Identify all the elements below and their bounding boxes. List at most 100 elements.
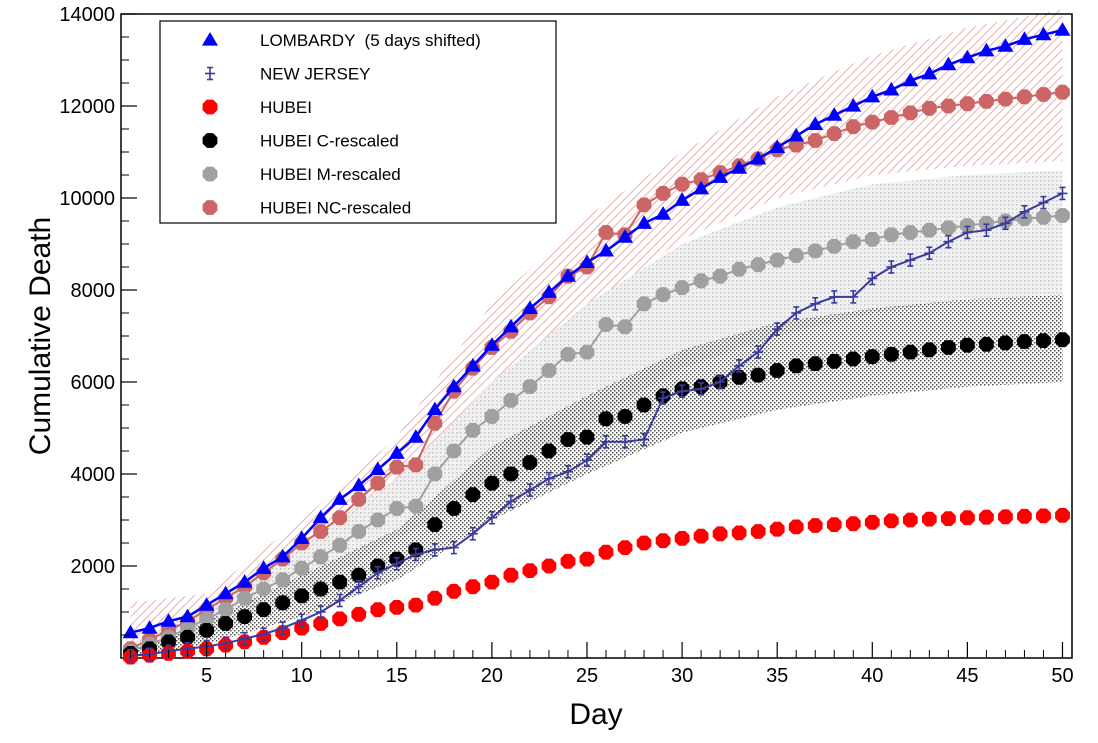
data-point	[845, 119, 861, 135]
data-point	[960, 96, 975, 112]
data-point	[807, 133, 823, 148]
data-point	[237, 590, 252, 606]
data-point	[696, 382, 707, 396]
data-point	[902, 225, 918, 240]
data-point	[218, 616, 233, 631]
data-point	[578, 254, 595, 268]
data-point	[296, 613, 307, 628]
data-point	[541, 443, 557, 459]
data-point	[465, 579, 481, 595]
data-point	[503, 567, 519, 583]
x-tick-label: 50	[1051, 665, 1073, 687]
data-point	[218, 602, 233, 618]
data-point	[617, 409, 633, 424]
data-point	[389, 501, 405, 516]
data-point	[769, 521, 785, 537]
data-point	[677, 384, 688, 399]
data-point	[294, 620, 310, 636]
data-point	[484, 409, 500, 424]
x-tick-label: 45	[956, 665, 978, 687]
data-point	[372, 566, 383, 580]
data-point	[731, 525, 747, 541]
y-tick-label: 4000	[71, 464, 116, 486]
data-point	[807, 116, 824, 130]
data-point	[1019, 205, 1030, 219]
data-point	[807, 518, 823, 533]
data-point	[161, 634, 176, 650]
data-point	[601, 434, 612, 449]
data-point	[960, 218, 975, 233]
x-tick-label: 10	[291, 665, 313, 687]
data-point	[505, 494, 516, 509]
data-point	[388, 445, 405, 459]
data-point	[502, 318, 519, 333]
data-point	[448, 540, 459, 555]
data-point	[674, 176, 690, 192]
x-tick-label: 25	[576, 665, 598, 687]
y-tick-label: 6000	[71, 372, 116, 394]
data-point	[484, 574, 500, 590]
data-point	[772, 322, 783, 336]
data-point	[883, 513, 899, 529]
data-point	[867, 271, 878, 286]
data-point	[389, 459, 405, 475]
data-point	[408, 597, 424, 613]
data-point	[998, 335, 1013, 351]
data-point	[639, 432, 650, 447]
data-point	[202, 133, 218, 148]
data-point	[1036, 87, 1051, 102]
data-point	[693, 180, 710, 195]
data-point	[389, 600, 405, 615]
data-point	[864, 232, 880, 247]
data-point	[410, 547, 421, 562]
data-point	[351, 524, 367, 539]
data-point	[427, 517, 443, 532]
x-tick-label: 5	[201, 665, 212, 687]
data-point	[313, 581, 329, 597]
data-point	[981, 223, 992, 237]
data-point	[655, 287, 671, 302]
data-point	[655, 533, 671, 549]
data-point	[940, 56, 957, 71]
data-point	[483, 337, 500, 351]
data-point	[620, 434, 631, 449]
data-point	[979, 215, 994, 231]
data-point	[921, 65, 938, 80]
y-tick-label: 10000	[59, 188, 115, 210]
data-point	[886, 260, 897, 274]
data-point	[256, 602, 271, 618]
data-point	[464, 357, 481, 372]
data-point	[693, 273, 709, 289]
data-point	[445, 378, 462, 393]
data-point	[997, 38, 1014, 52]
y-tick-label: 2000	[71, 556, 116, 578]
data-point	[331, 491, 348, 505]
data-point	[1055, 332, 1070, 348]
data-point	[1017, 334, 1032, 349]
data-point	[205, 66, 215, 81]
data-point	[199, 611, 214, 627]
data-point	[1054, 22, 1071, 36]
data-point	[902, 72, 919, 87]
data-point	[636, 197, 652, 213]
data-point	[559, 268, 576, 282]
x-tick-label: 30	[671, 665, 693, 687]
data-point	[1000, 216, 1011, 231]
data-point	[731, 370, 747, 385]
data-point	[427, 590, 443, 606]
data-point	[848, 290, 859, 304]
series-layer	[122, 22, 1071, 665]
data-point	[674, 280, 690, 296]
data-point	[332, 611, 348, 627]
data-point	[312, 509, 329, 524]
legend-entry: LOMBARDY (5 days shifted)	[202, 31, 481, 50]
data-point	[522, 379, 538, 394]
data-point	[978, 42, 995, 57]
data-point	[560, 554, 576, 569]
data-point	[217, 585, 234, 600]
data-point	[579, 344, 595, 360]
legend-label: LOMBARDY (5 days shifted)	[260, 31, 481, 50]
data-point	[408, 457, 424, 473]
series-hubei-m-rescaled	[123, 208, 1070, 659]
data-point	[598, 411, 614, 427]
